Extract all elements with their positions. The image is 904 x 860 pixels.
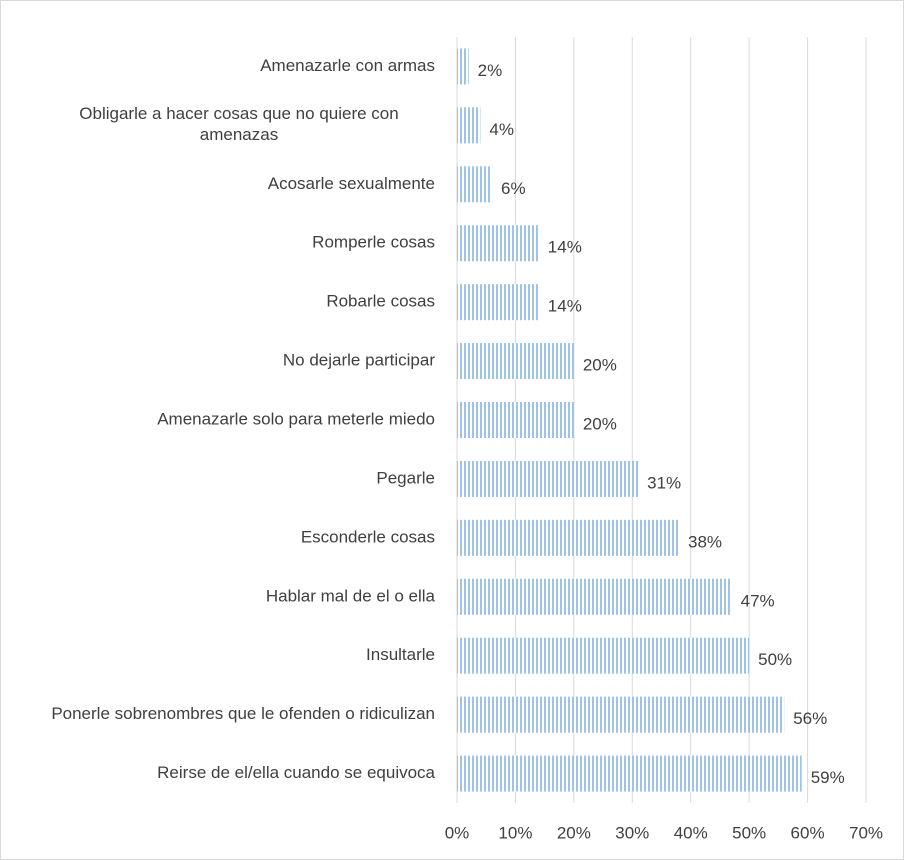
y-tick-label: Hablar mal de el o ella — [266, 586, 436, 605]
y-tick-label: Amenazarle con armas — [260, 56, 435, 75]
x-tick-label: 10% — [498, 823, 532, 842]
data-label: 31% — [647, 473, 681, 492]
data-label: 4% — [489, 120, 514, 139]
bar — [457, 696, 785, 733]
bar — [457, 343, 574, 380]
data-label: 20% — [583, 414, 617, 433]
bar — [457, 402, 574, 438]
y-tick-label: Romperle cosas — [312, 233, 435, 252]
x-tick-label: 30% — [615, 823, 649, 842]
x-tick-label: 70% — [849, 823, 883, 842]
x-tick-label: 0% — [445, 823, 470, 842]
y-tick-label: Pegarle — [376, 468, 435, 487]
y-tick-label: Robarle cosas — [326, 292, 435, 311]
bar — [457, 107, 481, 144]
y-tick-label: No dejarle participar — [283, 351, 435, 370]
y-tick-label: Obligarle a hacer cosas que no quiere co… — [79, 104, 398, 144]
data-label: 38% — [688, 532, 722, 551]
data-label: 20% — [583, 356, 617, 375]
y-tick-label: Acosarle sexualmente — [268, 174, 435, 193]
y-tick-label: Reirse de el/ella cuando se equivoca — [157, 763, 435, 782]
data-label: 14% — [548, 297, 582, 316]
data-label: 2% — [478, 61, 503, 80]
bar — [457, 48, 469, 85]
y-tick-label: Amenazarle solo para meterle miedo — [157, 409, 435, 428]
bar — [457, 284, 539, 321]
x-tick-label: 40% — [674, 823, 708, 842]
bar — [457, 460, 639, 497]
y-tick-label: Esconderle cosas — [301, 527, 435, 546]
bar — [457, 755, 802, 792]
data-label: 56% — [793, 709, 827, 728]
bar — [457, 225, 539, 262]
bar — [457, 578, 732, 615]
data-label: 50% — [758, 650, 792, 669]
x-tick-label: 20% — [557, 823, 591, 842]
y-tick-label: Insultarle — [366, 645, 435, 664]
data-label: 14% — [548, 238, 582, 257]
data-label: 59% — [811, 768, 845, 787]
y-tick-label: Ponerle sobrenombres que le ofenden o ri… — [51, 704, 435, 723]
bar — [457, 637, 750, 674]
bar — [457, 519, 680, 556]
data-label: 47% — [741, 591, 775, 610]
x-tick-label: 60% — [791, 823, 825, 842]
x-tick-label: 50% — [732, 823, 766, 842]
bar — [457, 166, 493, 203]
data-label: 6% — [501, 179, 526, 198]
